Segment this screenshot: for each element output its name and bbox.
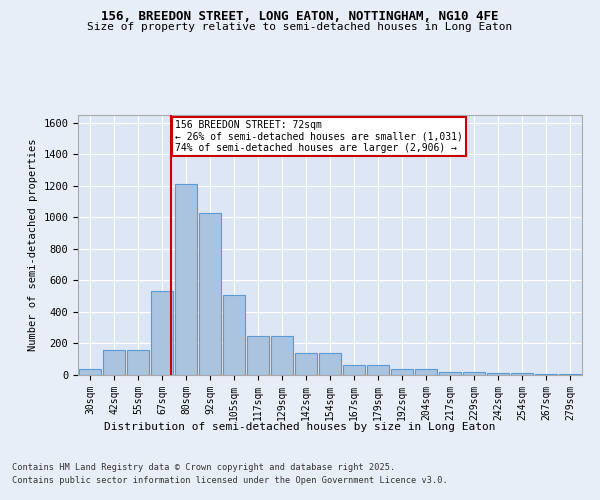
Bar [439,372,461,375]
Bar [271,336,293,375]
Bar [535,374,557,375]
Text: 156, BREEDON STREET, LONG EATON, NOTTINGHAM, NG10 4FE: 156, BREEDON STREET, LONG EATON, NOTTING… [101,10,499,23]
Bar [199,212,221,375]
Bar [79,370,101,375]
Text: Size of property relative to semi-detached houses in Long Eaton: Size of property relative to semi-detach… [88,22,512,32]
Text: Contains HM Land Registry data © Crown copyright and database right 2025.: Contains HM Land Registry data © Crown c… [12,462,395,471]
Bar [175,184,197,375]
Bar [463,372,485,375]
Text: Distribution of semi-detached houses by size in Long Eaton: Distribution of semi-detached houses by … [104,422,496,432]
Bar [487,374,509,375]
Text: 156 BREEDON STREET: 72sqm
← 26% of semi-detached houses are smaller (1,031)
74% : 156 BREEDON STREET: 72sqm ← 26% of semi-… [175,120,463,153]
Bar [511,374,533,375]
Bar [127,350,149,375]
Bar [247,336,269,375]
Bar [223,294,245,375]
Bar [391,370,413,375]
Bar [295,353,317,375]
Bar [367,365,389,375]
Bar [151,292,173,375]
Text: Contains public sector information licensed under the Open Government Licence v3: Contains public sector information licen… [12,476,448,485]
Y-axis label: Number of semi-detached properties: Number of semi-detached properties [28,138,38,351]
Bar [319,353,341,375]
Bar [415,370,437,375]
Bar [343,365,365,375]
Bar [103,350,125,375]
Bar [559,374,581,375]
